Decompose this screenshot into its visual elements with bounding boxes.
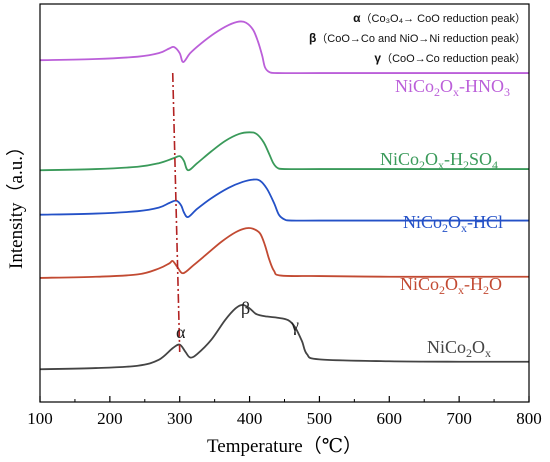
legend-note-line: α（Co₃O₄→ CoO reduction peak） <box>353 11 526 25</box>
label-subscript: 2 <box>442 221 448 235</box>
series-label-nico2ox-hcl: NiCo2Ox-HCl <box>403 212 503 235</box>
label-segment: NiCo <box>403 212 442 232</box>
legend-note-symbol: β <box>309 31 316 45</box>
label-segment: NiCo <box>400 274 439 294</box>
label-subscript: 4 <box>492 158 498 172</box>
series-line-nico2ox-h2o <box>39 227 530 279</box>
label-subscript: 3 <box>504 85 510 99</box>
label-subscript: 2 <box>419 158 425 172</box>
label-segment: -HNO <box>459 76 504 96</box>
legend-note-text: （Co₃O₄→ CoO reduction peak） <box>361 12 526 25</box>
label-segment: SO <box>469 149 492 169</box>
label-subscript: 2 <box>483 283 489 297</box>
series-label-nico2ox: NiCo2Ox <box>427 337 491 360</box>
legend-note-text: （CoO→Co reduction peak） <box>381 52 526 65</box>
series-line-nico2ox-hcl <box>39 178 529 222</box>
series-label-nico2ox-h2so4: NiCo2Ox-H2SO4 <box>380 149 498 172</box>
label-segment: NiCo <box>380 149 419 169</box>
label-subscript: x <box>485 346 491 360</box>
y-axis-label: Intensity（a.u.） <box>5 137 27 269</box>
series-label-nico2ox-hno3: NiCo2Ox-HNO3 <box>395 76 510 99</box>
peak-label-alpha: α <box>176 322 186 342</box>
guide-layer <box>171 72 181 353</box>
series-label-nico2ox-h2o: NiCo2Ox-H2O <box>400 274 502 297</box>
alpha-peak-guide-line <box>171 72 181 353</box>
label-subscript: 2 <box>434 85 440 99</box>
x-tick-label: 300 <box>167 409 193 428</box>
x-tick-label: 100 <box>27 409 53 428</box>
legend-note-symbol: γ <box>374 51 381 65</box>
label-segment: -HCl <box>467 212 503 232</box>
legend-note-line: β（CoO→Co and NiO→Ni reduction peak） <box>309 31 526 45</box>
label-subscript: 2 <box>463 158 469 172</box>
label-segment: -H <box>444 149 463 169</box>
label-segment: NiCo <box>395 76 434 96</box>
peak-label-beta: β <box>241 298 250 318</box>
label-subscript: 2 <box>466 346 472 360</box>
series-layer <box>39 20 530 371</box>
label-segment: O <box>440 76 453 96</box>
x-tick-label: 400 <box>237 409 263 428</box>
x-tick-label: 700 <box>446 409 472 428</box>
legend-note-symbol: α <box>353 11 361 25</box>
label-segment: O <box>445 274 458 294</box>
label-segment: O <box>425 149 438 169</box>
axis-layer: 100 200 300 400 500 600 700 800 Temperature（℃） In… <box>5 3 542 457</box>
legend-note-line: γ（CoO→Co reduction peak） <box>374 51 526 65</box>
label-subscript: x <box>453 85 459 99</box>
label-subscript: x <box>458 283 464 297</box>
x-tick-label: 500 <box>307 409 333 428</box>
series-line-nico2ox <box>39 303 530 371</box>
x-tick-label: 600 <box>377 409 403 428</box>
label-segment: O <box>489 274 502 294</box>
series-line-nico2ox-hno3 <box>39 20 529 75</box>
x-tick-label: 800 <box>516 409 542 428</box>
label-segment: O <box>448 212 461 232</box>
series-line-nico2ox-h2so4 <box>39 131 529 172</box>
label-segment: O <box>472 337 485 357</box>
label-segment: -H <box>464 274 483 294</box>
legend-note-text: （CoO→Co and NiO→Ni reduction peak） <box>316 32 526 45</box>
label-subscript: 2 <box>439 283 445 297</box>
label-subscript: x <box>461 221 467 235</box>
label-segment: NiCo <box>427 337 466 357</box>
x-axis-label: Temperature（℃） <box>207 435 362 457</box>
peak-label-gamma: γ <box>290 315 299 335</box>
x-tick-label: 200 <box>97 409 123 428</box>
label-subscript: x <box>438 158 444 172</box>
label-layer: NiCo2Ox-HNO3NiCo2Ox-H2SO4NiCo2Ox-HClNiCo… <box>176 11 526 360</box>
